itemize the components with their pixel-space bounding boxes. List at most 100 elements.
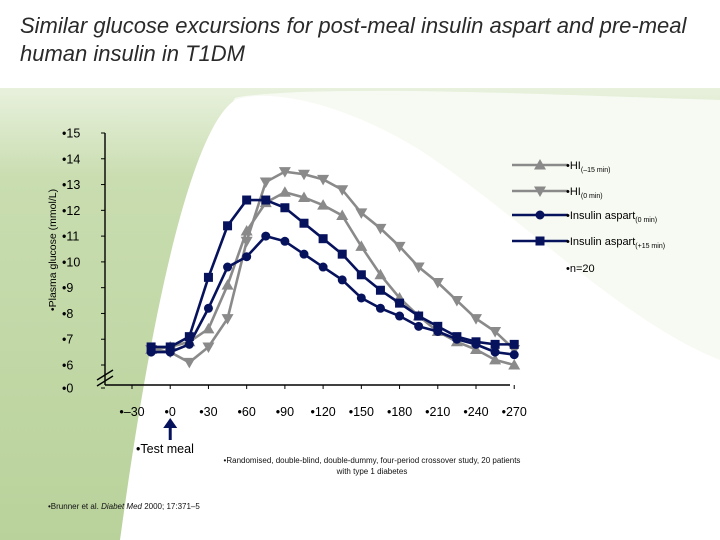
study-footnote: •Randomised, double-blind, double-dummy,…	[223, 456, 521, 476]
data-point	[202, 322, 215, 334]
data-point	[336, 185, 349, 196]
data-point	[298, 169, 310, 181]
y-tick-label: •15	[62, 127, 80, 141]
data-point	[221, 314, 234, 325]
data-point	[356, 270, 366, 280]
data-point	[299, 249, 309, 259]
data-point	[280, 203, 290, 213]
data-point	[202, 342, 215, 353]
y-tick-label: •12	[62, 204, 80, 218]
legend-sub-label: (–15 min)	[581, 167, 611, 174]
data-point	[433, 321, 443, 331]
data-point	[450, 296, 463, 307]
data-point	[355, 208, 368, 219]
x-tick-label: •90	[276, 405, 294, 419]
data-point	[203, 303, 213, 313]
data-point	[203, 272, 213, 282]
data-point	[356, 293, 366, 303]
data-point	[412, 262, 425, 274]
data-point	[452, 332, 462, 342]
x-tick-label: •60	[238, 405, 256, 419]
data-point	[395, 311, 405, 321]
axis-break-mark	[96, 375, 114, 387]
legend-marker	[535, 210, 545, 220]
legend-marker	[534, 186, 546, 197]
data-point	[165, 342, 175, 352]
x-tick-label: •270	[502, 405, 527, 419]
data-point	[317, 199, 330, 210]
data-point	[471, 337, 481, 347]
data-point	[489, 353, 502, 365]
series-3	[146, 195, 519, 352]
x-tick-label: •30	[199, 405, 217, 419]
legend-marker	[535, 236, 545, 246]
citation-prefix: •Brunner et al.	[48, 502, 102, 511]
x-tick-label: •–30	[119, 405, 144, 419]
series-layer	[145, 167, 521, 370]
legend-marker	[534, 159, 546, 170]
data-point	[395, 298, 405, 308]
data-point	[318, 234, 328, 244]
data-point	[355, 240, 368, 251]
legend-sub-label: (0 min)	[581, 193, 603, 200]
data-point	[489, 326, 502, 338]
data-point	[318, 262, 328, 272]
data-point	[509, 339, 519, 349]
data-point	[298, 191, 310, 202]
data-point	[280, 236, 290, 246]
data-point	[375, 303, 385, 313]
data-point	[261, 195, 271, 205]
data-point	[336, 209, 349, 220]
data-point	[414, 311, 424, 321]
data-point	[184, 332, 194, 342]
data-point	[490, 347, 500, 357]
legend-label: •Insulin aspart(0 min)	[566, 210, 657, 224]
data-point	[146, 342, 156, 352]
data-point	[223, 221, 233, 231]
data-point	[490, 339, 500, 349]
data-point	[431, 278, 444, 289]
chart-axes	[96, 133, 510, 387]
n-label: •n=20	[566, 263, 595, 275]
y-tick-label: •7	[62, 333, 73, 347]
citation-suffix: 2000; 17:371–5	[141, 502, 200, 511]
y-tick-label: •9	[62, 281, 73, 295]
data-point	[261, 231, 271, 241]
test-meal-label: •Test meal	[136, 442, 194, 456]
data-point	[242, 252, 252, 262]
legend-sub-label: (0 min)	[635, 217, 657, 224]
data-point	[223, 262, 233, 272]
data-point	[278, 186, 291, 197]
axis-break-mark	[96, 369, 114, 381]
x-tick-label: •240	[463, 405, 488, 419]
y-tick-label: •13	[62, 178, 80, 192]
data-point	[470, 314, 482, 325]
data-point	[508, 359, 521, 370]
data-point	[317, 174, 330, 186]
y-axis-label: •Plasma glucose (mmol/L)	[47, 189, 59, 311]
data-point	[259, 177, 272, 188]
data-point	[278, 167, 291, 178]
citation-journal: Diabet Med	[101, 502, 142, 511]
data-point	[221, 279, 234, 290]
x-tick-label: •150	[349, 405, 374, 419]
data-point	[337, 249, 347, 259]
y-tick-label: •8	[62, 307, 73, 321]
data-point	[374, 223, 387, 235]
slide-title: Similar glucose excursions for post-meal…	[20, 13, 687, 66]
data-point	[299, 218, 309, 228]
citation: •Brunner et al. Diabet Med 2000; 17:371–…	[48, 502, 200, 511]
y-tick-label: •10	[62, 255, 80, 269]
data-point	[184, 339, 194, 349]
data-point	[375, 285, 385, 295]
x-tick-label: •0	[165, 405, 176, 419]
tick-layer: •0 •6 •7 •8 •9 •10 •11 •12 •13 •14 •15 •–30 •0 •30 •60…	[47, 127, 527, 440]
data-point	[374, 268, 387, 280]
data-point	[240, 236, 253, 248]
data-point	[414, 321, 424, 331]
y-tick-label: •0	[62, 382, 73, 396]
x-tick-label: •120	[310, 405, 335, 419]
data-point	[509, 350, 519, 360]
y-tick-label: •14	[62, 152, 80, 166]
